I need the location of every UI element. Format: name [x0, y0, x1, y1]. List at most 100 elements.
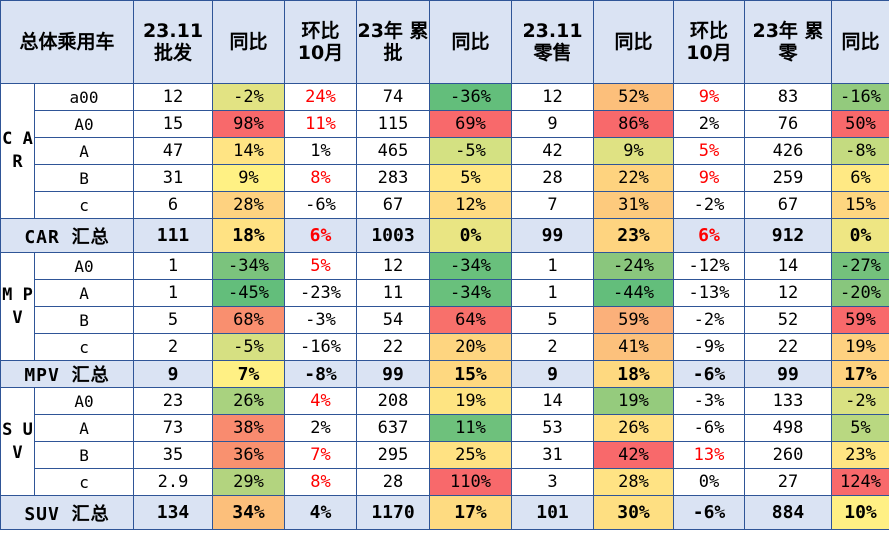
- value-cell: 3: [511, 468, 595, 496]
- header-cell: 23.11 批发: [133, 0, 214, 84]
- value-cell: 12: [356, 252, 431, 280]
- table-row: B 31 9% 8% 283 5% 28 22% 9% 259 6%: [1, 164, 889, 192]
- value-cell: -2%: [673, 191, 746, 219]
- segment-label: B: [33, 306, 135, 334]
- value-cell: 28: [511, 164, 595, 192]
- value-cell: 69%: [429, 110, 513, 138]
- value-cell: 9: [511, 110, 595, 138]
- value-cell: 9%: [593, 137, 675, 165]
- value-cell: 12: [133, 83, 214, 111]
- header-cell: 23年 累批: [356, 0, 431, 84]
- segment-label: c: [33, 333, 135, 361]
- value-cell: 6%: [831, 164, 889, 192]
- header-cell: 同比: [831, 0, 889, 84]
- value-cell: 0%: [673, 468, 746, 496]
- value-cell: 20%: [429, 333, 513, 361]
- value-cell: 19%: [429, 387, 513, 415]
- value-cell: 5: [511, 306, 595, 334]
- value-cell: 24%: [284, 83, 358, 111]
- value-cell: 42: [511, 137, 595, 165]
- value-cell: -9%: [673, 333, 746, 361]
- header-cell: 环比 10月: [284, 0, 358, 84]
- value-cell: 498: [744, 414, 833, 442]
- value-cell: 47: [133, 137, 214, 165]
- value-cell: 5: [133, 306, 214, 334]
- segment-label: a00: [33, 83, 135, 111]
- vehicle-type-label: M P V: [0, 252, 35, 361]
- value-cell: 35: [133, 441, 214, 469]
- summary-value-cell: 9: [133, 360, 214, 388]
- summary-value-cell: 10%: [831, 495, 889, 530]
- value-cell: -13%: [673, 279, 746, 307]
- value-cell: 1: [511, 252, 595, 280]
- summary-value-cell: 99: [511, 218, 595, 253]
- value-cell: 26%: [212, 387, 286, 415]
- value-cell: 5%: [831, 414, 889, 442]
- table-row: A 73 38% 2% 637 11% 53 26% -6% 498 5%: [1, 414, 889, 442]
- value-cell: 259: [744, 164, 833, 192]
- segment-label: A0: [33, 252, 135, 280]
- summary-value-cell: 99: [744, 360, 833, 388]
- value-cell: 64%: [429, 306, 513, 334]
- value-cell: -3%: [673, 387, 746, 415]
- table-row: M P V A0 1 -34% 5% 12 -34% 1 -24% -12% 14 -27%: [0, 252, 889, 361]
- value-cell: 50%: [831, 110, 889, 138]
- summary-value-cell: 30%: [593, 495, 675, 530]
- table-row: c 6 28% -6% 67 12% 7 31% -2% 67 15%: [1, 191, 889, 219]
- value-cell: 12: [744, 279, 833, 307]
- value-cell: 25%: [429, 441, 513, 469]
- value-cell: 208: [356, 387, 431, 415]
- value-cell: 2: [511, 333, 595, 361]
- value-cell: -2%: [673, 306, 746, 334]
- header-cell: 23年 累零: [744, 0, 833, 84]
- value-cell: 14%: [212, 137, 286, 165]
- value-cell: 13%: [673, 441, 746, 469]
- vehicle-type-label: S U V: [0, 387, 35, 496]
- value-cell: -6%: [673, 414, 746, 442]
- value-cell: 98%: [212, 110, 286, 138]
- value-cell: 115: [356, 110, 431, 138]
- value-cell: 4%: [284, 387, 358, 415]
- value-cell: 26%: [593, 414, 675, 442]
- value-cell: 9%: [212, 164, 286, 192]
- vehicle-type-label: C A R: [0, 83, 35, 219]
- value-cell: 637: [356, 414, 431, 442]
- value-cell: 22: [744, 333, 833, 361]
- value-cell: -3%: [284, 306, 358, 334]
- value-cell: 23: [133, 387, 214, 415]
- table-row: c 2.9 29% 8% 28 110% 3 28% 0% 27 124%: [1, 468, 889, 496]
- summary-row-partial: SUV 汇总 134 34% 4% 1170 17% 101 30% -6% 884 10%: [0, 495, 889, 530]
- segment-label: B: [33, 164, 135, 192]
- header-cell: 环比 10月: [673, 0, 746, 84]
- value-cell: 1%: [284, 137, 358, 165]
- value-cell: 74: [356, 83, 431, 111]
- value-cell: 283: [356, 164, 431, 192]
- value-cell: 52: [744, 306, 833, 334]
- header-cell: 同比: [429, 0, 513, 84]
- value-cell: -2%: [212, 83, 286, 111]
- summary-value-cell: -6%: [673, 360, 746, 388]
- value-cell: 52%: [593, 83, 675, 111]
- value-cell: 28%: [212, 191, 286, 219]
- value-cell: 68%: [212, 306, 286, 334]
- value-cell: 15%: [831, 191, 889, 219]
- value-cell: 83: [744, 83, 833, 111]
- summary-label: MPV 汇总: [0, 360, 135, 388]
- summary-value-cell: 6%: [284, 218, 358, 253]
- summary-value-cell: -6%: [673, 495, 746, 530]
- value-cell: 260: [744, 441, 833, 469]
- value-cell: -27%: [831, 252, 889, 280]
- segment-label: A0: [33, 387, 135, 415]
- value-cell: 5%: [673, 137, 746, 165]
- table-row: B 35 36% 7% 295 25% 31 42% 13% 260 23%: [1, 441, 889, 469]
- value-cell: -24%: [593, 252, 675, 280]
- value-cell: 11%: [429, 414, 513, 442]
- summary-value-cell: 111: [133, 218, 214, 253]
- value-cell: -6%: [284, 191, 358, 219]
- value-cell: 42%: [593, 441, 675, 469]
- table-row: A 47 14% 1% 465 -5% 42 9% 5% 426 -8%: [1, 137, 889, 165]
- value-cell: 2%: [284, 414, 358, 442]
- value-cell: -8%: [831, 137, 889, 165]
- value-cell: 36%: [212, 441, 286, 469]
